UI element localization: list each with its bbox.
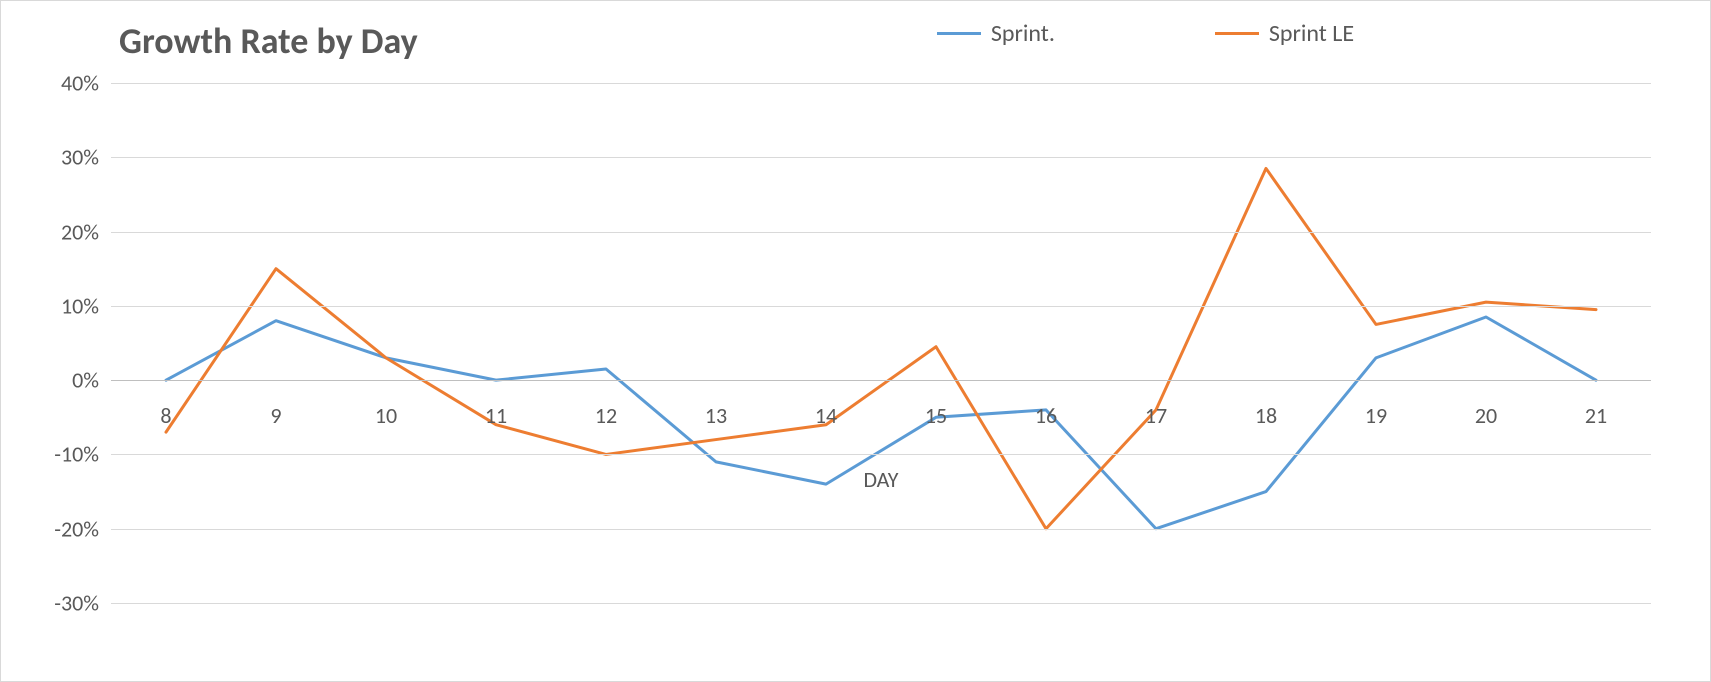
chart-lines [111,83,1651,603]
xtick-label: 20 [1475,402,1497,429]
gridline [111,83,1651,84]
chart-title: Growth Rate by Day [119,19,418,63]
xtick-label: 19 [1365,402,1387,429]
xtick-label: 12 [595,402,617,429]
xtick-label: 14 [815,402,837,429]
legend-swatch-0 [937,32,981,35]
xtick-label: 13 [705,402,727,429]
gridline [111,529,1651,530]
legend-swatch-1 [1215,32,1259,35]
gridline [111,454,1651,455]
ytick-label: 20% [61,218,111,245]
xtick-label: 10 [375,402,397,429]
gridline [111,603,1651,604]
xtick-label: 15 [925,402,947,429]
gridline [111,306,1651,307]
xtick-label: 16 [1035,402,1057,429]
ytick-label: 30% [61,144,111,171]
ytick-label: -10% [54,441,111,468]
xtick-label: 18 [1255,402,1277,429]
xtick-label: 11 [485,402,507,429]
xtick-label: 9 [270,402,281,429]
ytick-label: 40% [61,70,111,97]
legend-label-0: Sprint. [991,19,1055,48]
legend-item-0: Sprint. [937,19,1055,48]
xtick-label: 8 [160,402,171,429]
plot-area: -30%-20%-10%0%10%20%30%40%89101112131415… [111,83,1651,603]
xtick-label: 21 [1585,402,1607,429]
ytick-label: 0% [72,367,111,394]
legend-label-1: Sprint LE [1269,19,1354,48]
legend: Sprint. Sprint LE [641,19,1650,48]
ytick-label: 10% [61,292,111,319]
ytick-label: -20% [54,515,111,542]
ytick-label: -30% [54,590,111,617]
xtick-label: 17 [1145,402,1167,429]
xaxis-title: DAY [863,466,898,493]
gridline [111,232,1651,233]
chart-container: Growth Rate by Day Sprint. Sprint LE -30… [0,0,1711,682]
gridline [111,157,1651,158]
legend-item-1: Sprint LE [1215,19,1354,48]
gridline [111,380,1651,381]
